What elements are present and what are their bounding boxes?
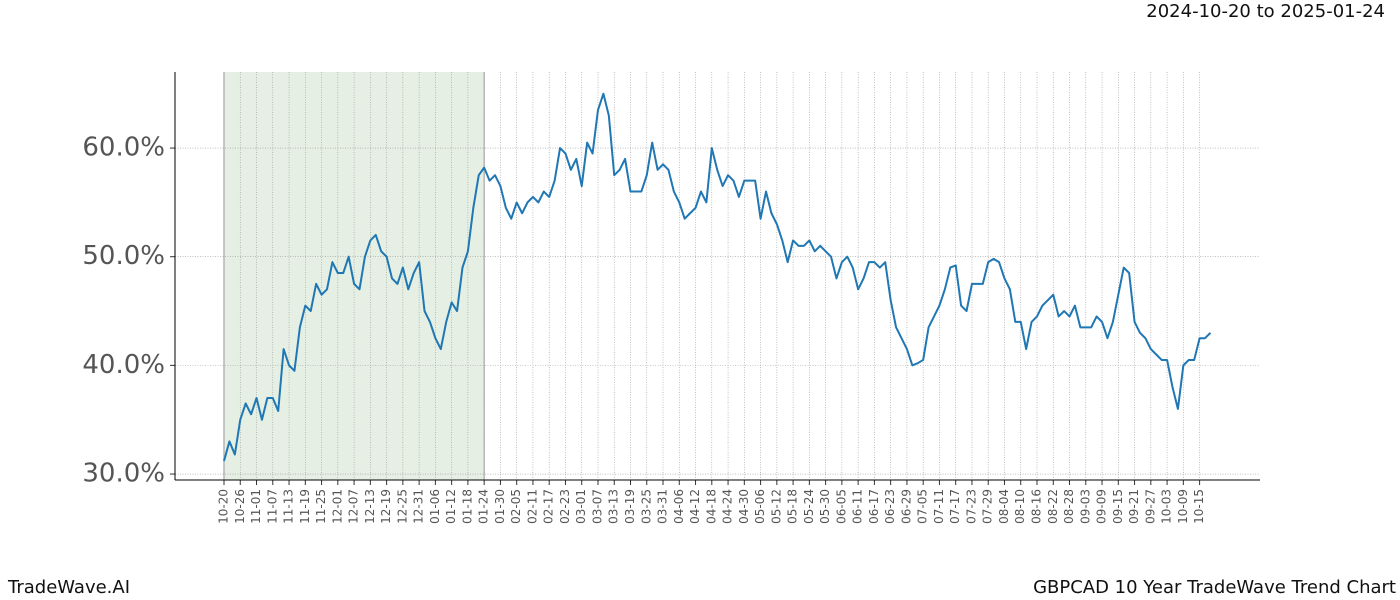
x-tick-label: 11-13 (282, 489, 296, 524)
x-tick-label: 03-19 (623, 489, 637, 524)
trend-line (223, 92, 1212, 462)
x-tick-label: 05-18 (786, 489, 800, 524)
x-tick-label: 01-12 (444, 489, 458, 524)
x-tick-label: 01-18 (460, 489, 474, 524)
x-tick-label: 08-04 (997, 489, 1011, 524)
x-tick-label: 10-15 (1192, 489, 1206, 524)
x-tick-label: 12-31 (412, 489, 426, 524)
x-tick-label: 02-05 (509, 489, 523, 524)
x-tick-label: 08-28 (1062, 489, 1076, 524)
date-range: 2024-10-20 to 2025-01-24 (1146, 1, 1385, 22)
x-tick-label: 05-24 (802, 489, 816, 524)
x-tick-label: 02-17 (542, 489, 556, 524)
x-tick-label: 05-30 (818, 489, 832, 524)
x-tick-label: 07-11 (932, 489, 946, 524)
x-tick-label: 01-24 (477, 489, 491, 524)
x-tick-label: 06-23 (883, 489, 897, 524)
x-tick-label: 04-24 (721, 489, 735, 524)
x-tick-label: 11-19 (298, 489, 312, 524)
x-tick-label: 09-21 (1127, 489, 1141, 524)
x-tick-label: 01-30 (493, 489, 507, 524)
y-tick-label: 60.0% (82, 133, 165, 163)
x-tick-label: 04-06 (672, 489, 686, 524)
x-tick-label: 11-01 (249, 489, 263, 524)
y-tick-label: 30.0% (82, 459, 165, 489)
x-tick-label: 03-07 (590, 489, 604, 524)
x-tick-label: 06-29 (899, 489, 913, 524)
x-tick-label: 02-11 (525, 489, 539, 524)
x-tick-label: 10-26 (233, 489, 247, 524)
x-tick-label: 03-01 (574, 489, 588, 524)
x-tick-label: 07-17 (948, 489, 962, 524)
chart-title: GBPCAD 10 Year TradeWave Trend Chart (1033, 577, 1396, 598)
x-tick-label: 04-18 (704, 489, 718, 524)
x-tick-label: 12-19 (379, 489, 393, 524)
x-tick-label: 12-07 (347, 489, 361, 524)
x-tick-label: 12-25 (395, 489, 409, 524)
x-tick-label: 04-30 (737, 489, 751, 524)
x-tick-label: 11-25 (314, 489, 328, 524)
x-tick-label: 04-12 (688, 489, 702, 524)
x-tick-label: 09-03 (1078, 489, 1092, 524)
y-tick-label: 50.0% (82, 241, 165, 271)
x-tick-label: 07-23 (964, 489, 978, 524)
x-tick-label: 09-27 (1143, 489, 1157, 524)
x-tick-label: 07-29 (981, 489, 995, 524)
x-tick-label: 06-11 (851, 489, 865, 524)
x-tick-label: 12-13 (363, 489, 377, 524)
brand: TradeWave.AI (7, 577, 130, 598)
x-tick-label: 03-31 (656, 489, 670, 524)
x-tick-label: 07-05 (916, 489, 930, 524)
x-tick-label: 09-09 (1095, 489, 1109, 524)
x-tick-label: 11-07 (265, 489, 279, 524)
x-tick-label: 03-25 (639, 489, 653, 524)
x-tick-label: 09-15 (1111, 489, 1125, 524)
x-tick-label: 12-01 (330, 489, 344, 524)
x-tick-label: 03-13 (607, 489, 621, 524)
x-tick-label: 08-22 (1046, 489, 1060, 524)
y-tick-label: 40.0% (82, 350, 165, 380)
x-tick-label: 06-05 (834, 489, 848, 524)
x-tick-label: 10-03 (1160, 489, 1174, 524)
x-tick-label: 01-06 (428, 489, 442, 524)
x-tick-label: 06-17 (867, 489, 881, 524)
x-tick-label: 02-23 (558, 489, 572, 524)
x-tick-label: 05-06 (753, 489, 767, 524)
x-tick-label: 08-16 (1030, 489, 1044, 524)
x-tick-label: 10-09 (1176, 489, 1190, 524)
x-tick-label: 10-20 (217, 489, 231, 524)
x-tick-label: 08-10 (1013, 489, 1027, 524)
x-tick-label: 05-12 (769, 489, 783, 524)
